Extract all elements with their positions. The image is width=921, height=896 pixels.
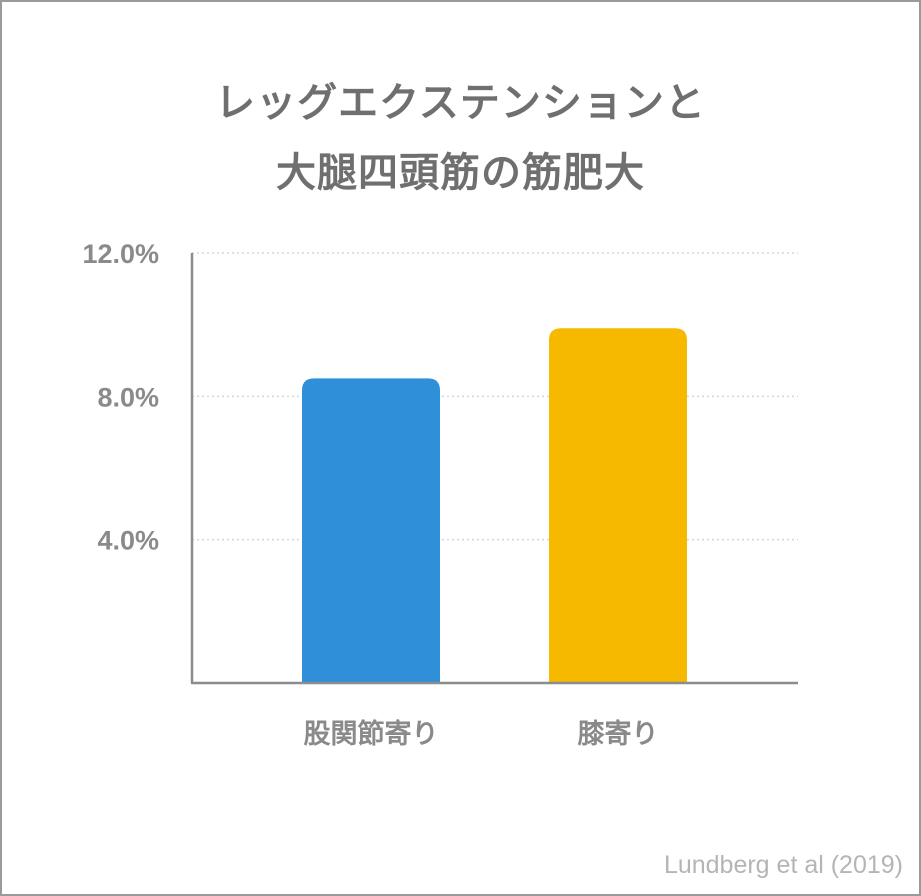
chart-title-line-2: 大腿四頭筋の筋肥大 <box>276 150 645 196</box>
y-tick-label: 12.0% <box>82 239 159 269</box>
y-tick-label: 4.0% <box>97 526 159 556</box>
chart-title: レッグエクステンションと 大腿四頭筋の筋肥大 <box>0 68 921 208</box>
x-category-labels: 股関節寄り 膝寄り <box>304 718 659 750</box>
y-gridlines <box>192 252 798 541</box>
y-tick-label: 8.0% <box>97 382 159 412</box>
chart-title-line-1: レッグエクステンションと <box>215 80 706 126</box>
bar-knee-side <box>549 328 687 683</box>
bars <box>302 328 687 683</box>
x-category-label: 膝寄り <box>577 718 659 750</box>
bar-hip-side <box>302 378 440 683</box>
x-category-label: 股関節寄り <box>304 718 439 750</box>
y-tick-labels: 4.0% 8.0% 12.0% <box>82 239 159 556</box>
source-citation: Lundberg et al (2019) <box>663 851 903 879</box>
